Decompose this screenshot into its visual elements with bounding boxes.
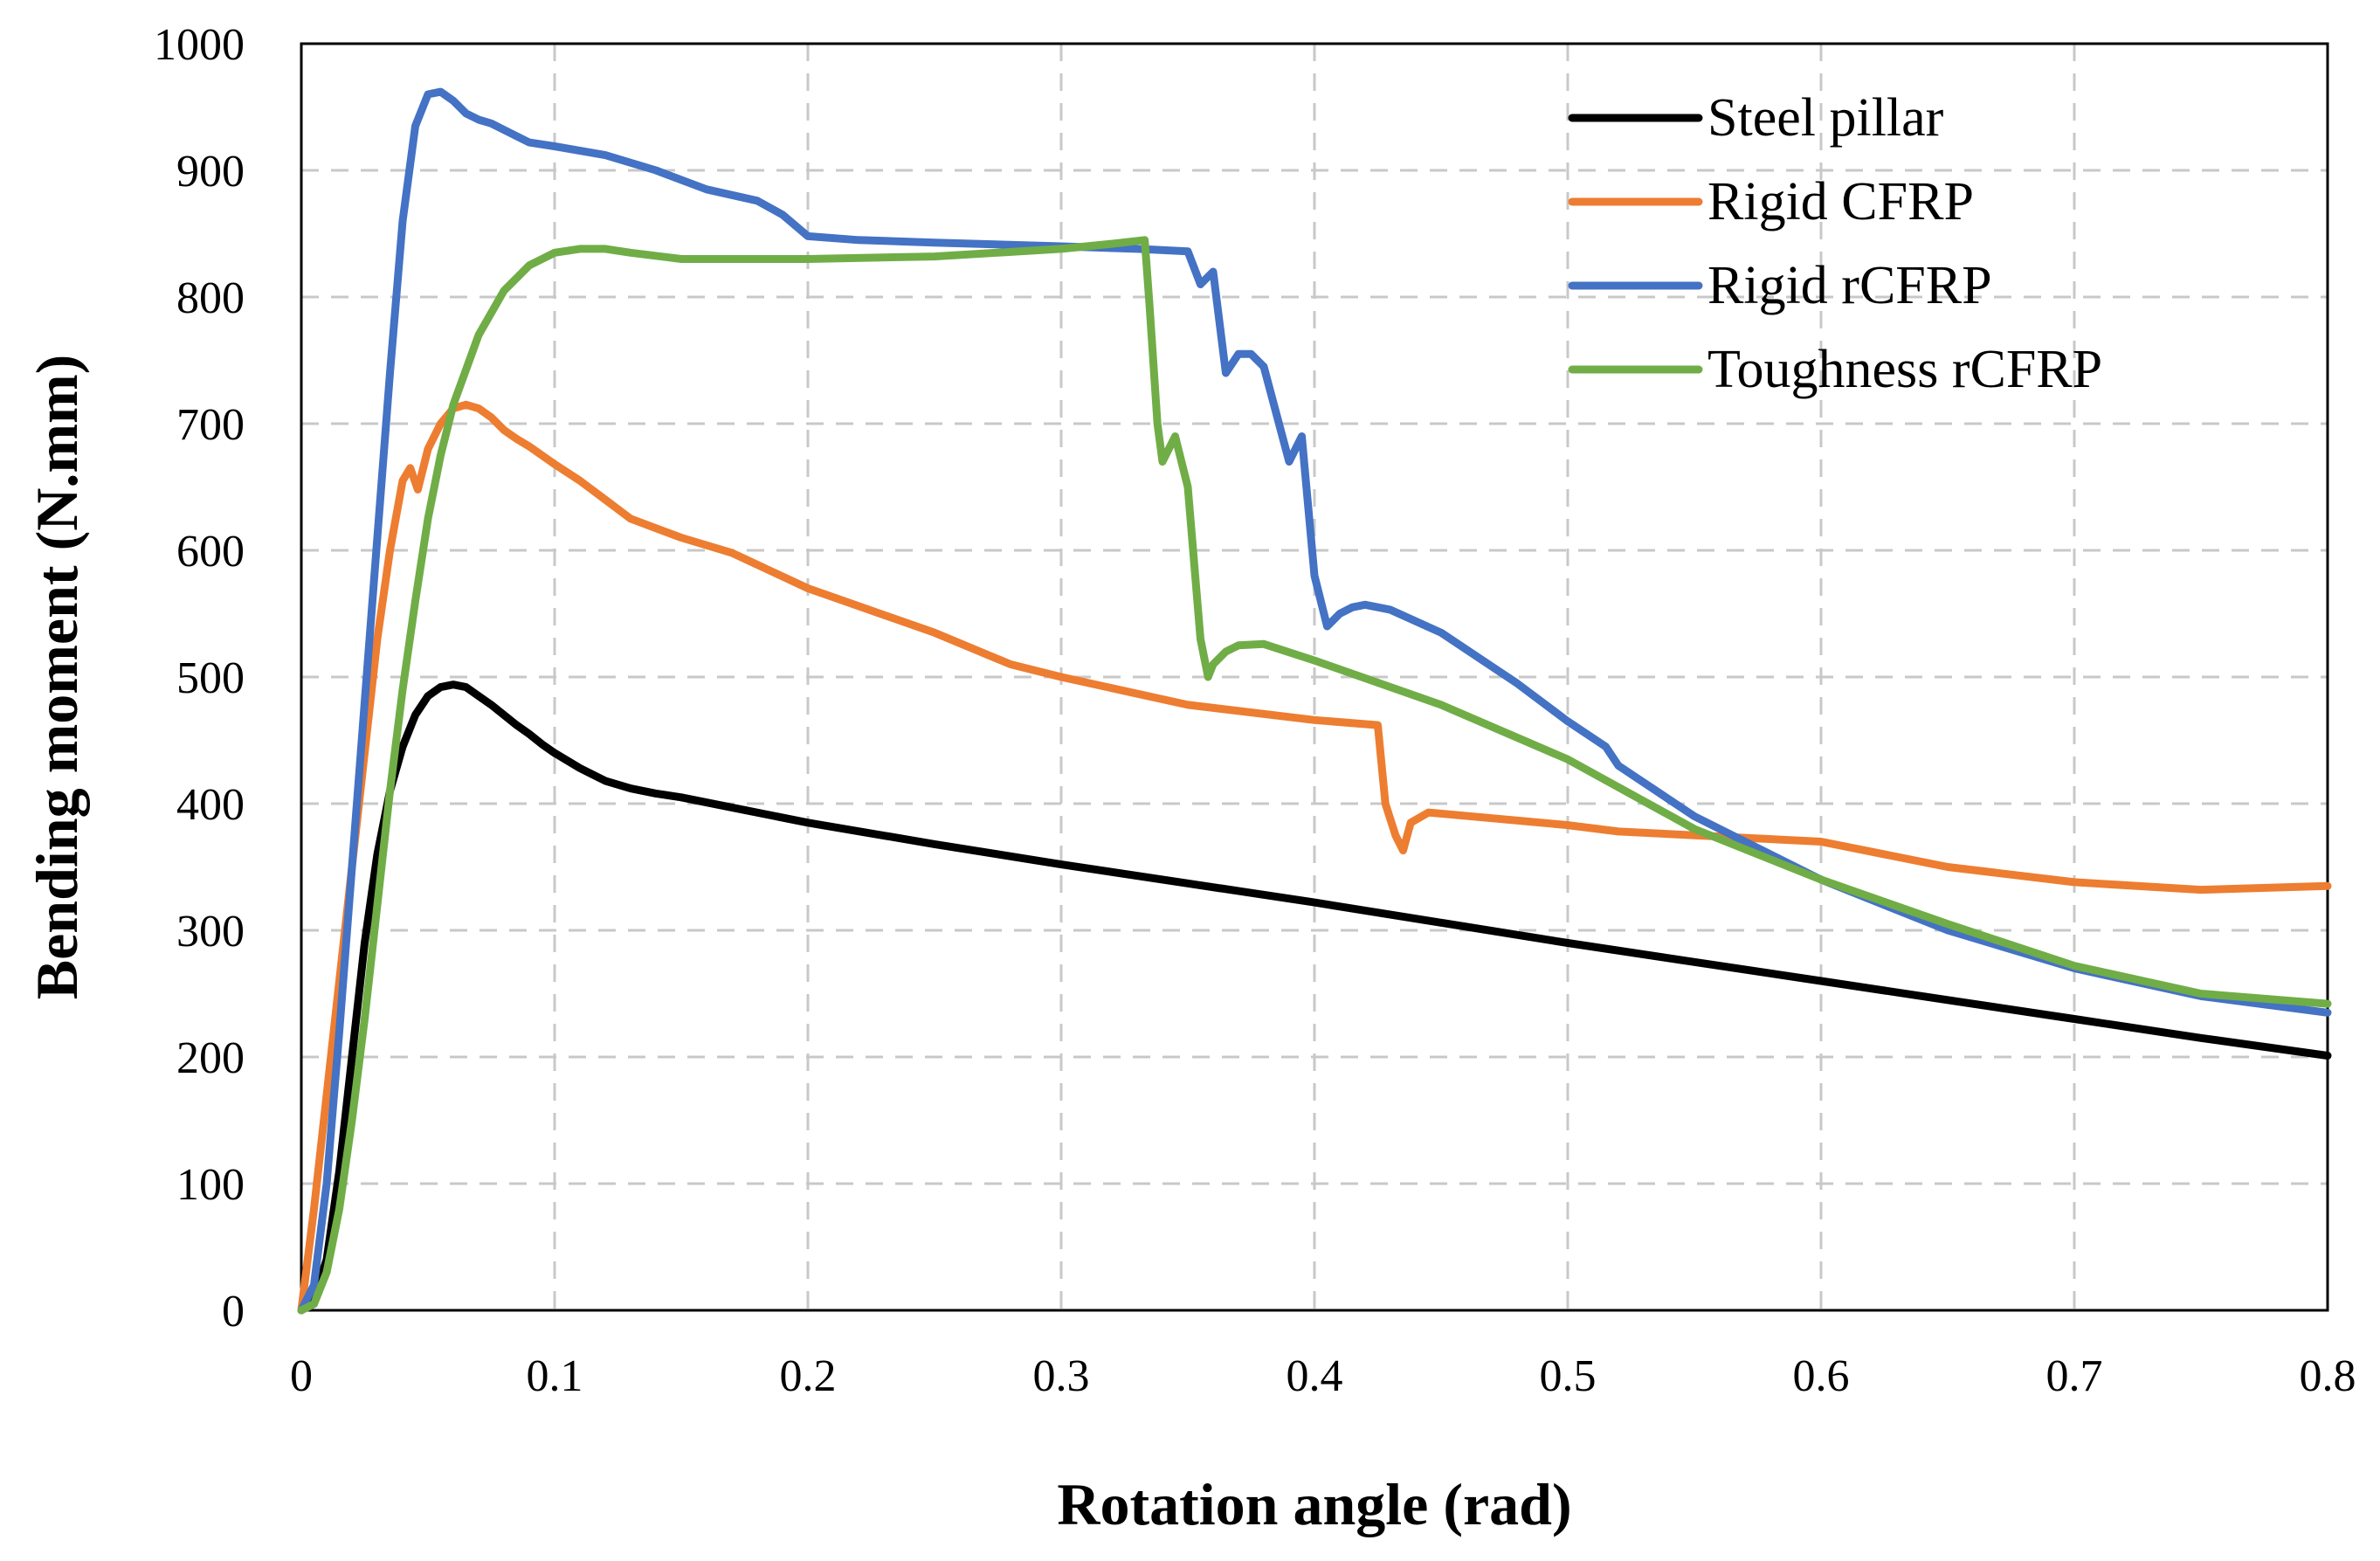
y-tick-label: 400	[176, 780, 245, 830]
y-tick-label: 800	[176, 273, 245, 323]
y-tick-label: 700	[176, 400, 245, 450]
series-line-rigid-cfrp	[297, 400, 2332, 1315]
y-tick-label: 500	[176, 653, 245, 703]
y-tick-label: 300	[176, 907, 245, 957]
legend-label-steel-pillar: Steel pillar	[1707, 88, 1944, 148]
x-tick-label: 0.4	[1287, 1351, 1343, 1401]
y-axis-ticks: 0 100 200 300 400 500 600 700 800 900 1000	[154, 20, 245, 1337]
series-line-toughness-rcfrp	[297, 236, 2332, 1315]
x-axis-title: Rotation angle (rad)	[1057, 1471, 1571, 1537]
y-axis-title: Bending moment (N.mm)	[24, 355, 90, 1000]
legend-label-toughness-rcfrp: Toughness rCFRP	[1707, 340, 2102, 399]
x-tick-label: 0.3	[1033, 1351, 1090, 1401]
legend: Steel pillar Rigid CFRP Rigid rCFRP Toughne…	[1568, 88, 2102, 399]
series-group	[297, 87, 2332, 1315]
x-tick-label: 0.7	[2046, 1351, 2103, 1401]
grid	[301, 44, 2328, 1310]
y-tick-label: 600	[176, 527, 245, 577]
y-tick-label: 1000	[154, 20, 245, 70]
y-tick-label: 100	[176, 1160, 245, 1210]
y-tick-label: 900	[176, 147, 245, 197]
plot-frame	[300, 42, 2329, 1312]
x-tick-label: 0.8	[2300, 1351, 2356, 1401]
y-tick-label: 200	[176, 1033, 245, 1083]
legend-label-rigid-cfrp: Rigid CFRP	[1707, 172, 1974, 231]
x-tick-label: 0.6	[1793, 1351, 1850, 1401]
y-tick-label: 0	[222, 1287, 245, 1337]
x-tick-label: 0.5	[1540, 1351, 1597, 1401]
x-tick-label: 0.1	[527, 1351, 583, 1401]
legend-label-rigid-rcfrp: Rigid rCFRP	[1707, 256, 1992, 315]
x-tick-label: 0.2	[780, 1351, 837, 1401]
x-tick-label: 0	[290, 1351, 313, 1401]
x-axis-ticks: 0 0.1 0.2 0.3 0.4 0.5 0.6 0.7 0.8	[290, 1351, 2356, 1401]
